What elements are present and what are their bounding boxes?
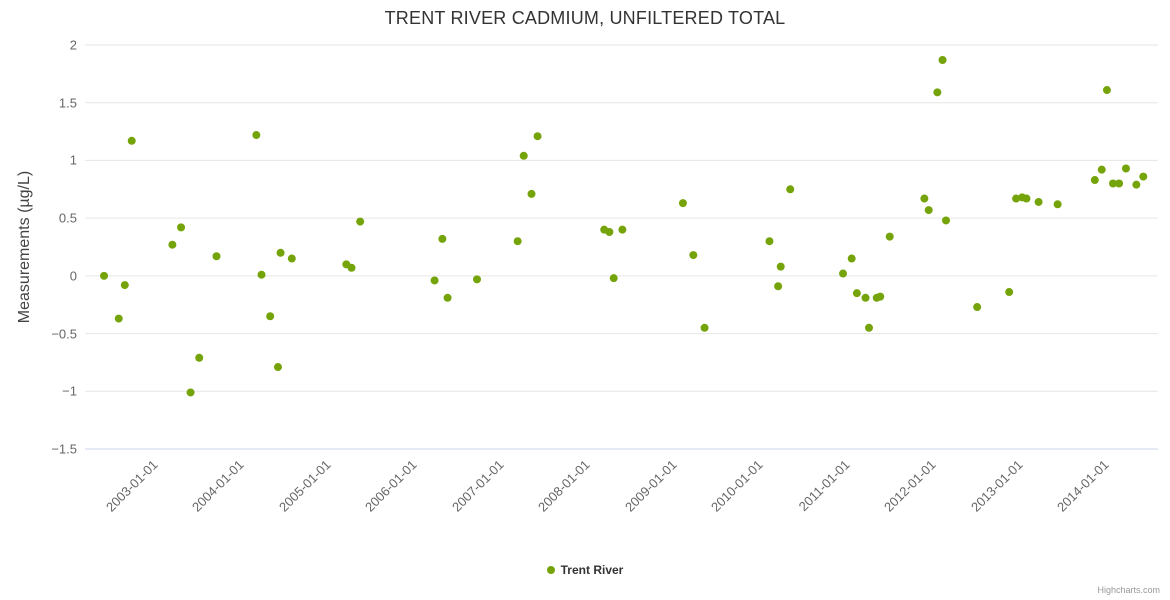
data-point[interactable] [605, 227, 614, 236]
data-point[interactable] [678, 199, 687, 208]
data-point[interactable] [533, 132, 542, 141]
data-point[interactable] [938, 56, 947, 65]
data-point[interactable] [774, 282, 783, 291]
data-point[interactable] [786, 185, 795, 194]
y-axis-tick-label: −0.5 [51, 326, 77, 342]
data-point[interactable] [1139, 172, 1148, 181]
data-point[interactable] [1102, 86, 1111, 95]
data-point[interactable] [177, 223, 186, 232]
data-point[interactable] [1034, 197, 1043, 206]
y-axis-tick-label: 1.5 [58, 95, 77, 111]
data-point[interactable] [885, 232, 894, 241]
y-axis-tick-label: 2 [69, 37, 77, 53]
data-point[interactable] [924, 206, 933, 215]
data-point[interactable] [257, 270, 266, 279]
data-point[interactable] [864, 323, 873, 332]
data-point[interactable] [186, 388, 195, 397]
data-point[interactable] [347, 263, 356, 272]
legend-marker-icon [546, 566, 555, 574]
data-point[interactable] [1132, 180, 1141, 189]
data-point[interactable] [1022, 194, 1031, 203]
data-point[interactable] [776, 262, 785, 271]
data-point[interactable] [1115, 179, 1124, 188]
data-point[interactable] [273, 363, 282, 372]
y-axis-tick-label: 0 [69, 268, 77, 284]
data-point[interactable] [941, 216, 950, 225]
data-point[interactable] [973, 303, 982, 312]
data-point[interactable] [287, 254, 296, 263]
data-point[interactable] [120, 281, 129, 290]
y-axis-tick-label: 0.5 [58, 210, 77, 226]
data-point[interactable] [195, 353, 204, 362]
data-point[interactable] [876, 292, 885, 301]
y-axis-tick-label: −1 [62, 383, 77, 399]
y-axis-tick-label: −1.5 [51, 441, 77, 457]
data-point[interactable] [513, 237, 522, 246]
data-point[interactable] [1012, 194, 1021, 203]
data-point[interactable] [1005, 288, 1014, 297]
data-point[interactable] [1053, 200, 1062, 209]
data-point[interactable] [609, 274, 618, 283]
data-point[interactable] [266, 312, 275, 321]
data-point[interactable] [861, 293, 870, 302]
data-point[interactable] [212, 252, 221, 261]
chart-title: TRENT RIVER CADMIUM, UNFILTERED TOTAL [384, 8, 786, 28]
data-point[interactable] [852, 289, 861, 298]
data-point[interactable] [1097, 165, 1106, 174]
data-point[interactable] [765, 237, 774, 246]
data-point[interactable] [519, 151, 528, 160]
data-point[interactable] [438, 234, 447, 243]
data-point[interactable] [527, 189, 536, 198]
data-point[interactable] [252, 131, 261, 140]
y-axis-tick-label: 1 [69, 152, 77, 168]
data-point[interactable] [168, 240, 177, 249]
data-point[interactable] [847, 254, 856, 263]
data-point[interactable] [114, 314, 123, 323]
data-point[interactable] [472, 275, 481, 284]
data-point[interactable] [1090, 176, 1099, 185]
data-point[interactable] [356, 217, 365, 226]
data-point[interactable] [700, 323, 709, 332]
data-point[interactable] [1109, 179, 1118, 188]
data-point[interactable] [430, 276, 439, 285]
data-point[interactable] [618, 225, 627, 234]
data-point[interactable] [839, 269, 848, 278]
data-point[interactable] [1121, 164, 1130, 173]
highcharts-credit-link[interactable]: Highcharts.com [1097, 585, 1160, 595]
data-point[interactable] [933, 88, 942, 97]
legend-item-trent-river[interactable]: Trent River [0, 563, 1170, 577]
data-point[interactable] [920, 194, 929, 203]
legend-series-label: Trent River [560, 563, 624, 577]
data-point[interactable] [127, 136, 136, 145]
data-point[interactable] [276, 248, 285, 257]
data-point[interactable] [443, 293, 452, 302]
data-point[interactable] [100, 271, 109, 280]
data-point[interactable] [689, 251, 698, 260]
